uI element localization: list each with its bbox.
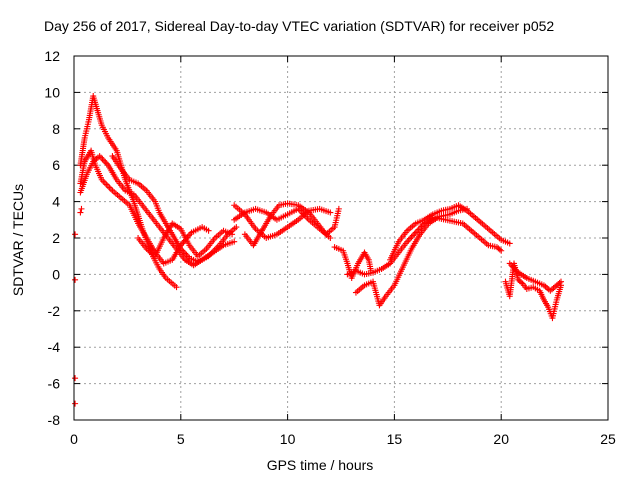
data-point <box>72 276 79 283</box>
data-point <box>231 238 238 245</box>
x-tick-label: 5 <box>177 431 185 447</box>
data-point <box>98 154 105 161</box>
grid-lines <box>74 56 608 420</box>
plot-frame <box>73 55 609 421</box>
data-point <box>72 400 79 407</box>
series-track-l <box>387 202 513 263</box>
data-point <box>77 209 84 216</box>
data-point <box>408 234 415 241</box>
x-tick-label: 20 <box>493 431 509 447</box>
data-point <box>182 250 189 257</box>
x-tick-label: 25 <box>600 431 616 447</box>
x-axis-label: GPS time / hours <box>266 457 374 473</box>
series-track-j <box>344 205 471 278</box>
data-point <box>335 205 342 212</box>
data-point <box>407 235 414 242</box>
x-tick-label: 15 <box>387 431 403 447</box>
axis-ticks: 0 5 10 15 20 25 -8 -6 -4 -2 0 2 4 6 8 10 12 <box>44 48 616 447</box>
y-tick-label: -6 <box>48 376 61 392</box>
data-point <box>327 209 334 216</box>
series-track-n <box>506 260 565 294</box>
data-point <box>498 247 505 254</box>
y-tick-label: 10 <box>44 84 60 100</box>
data-point <box>518 279 525 286</box>
data-point <box>558 278 565 285</box>
data-point <box>415 226 422 233</box>
y-tick-label: -2 <box>48 303 61 319</box>
series-track-b <box>77 147 212 267</box>
data-point <box>233 224 240 231</box>
series-track-m <box>502 260 565 322</box>
y-tick-label: 0 <box>52 266 60 282</box>
data-point <box>417 224 424 231</box>
data-point <box>229 231 236 238</box>
y-tick-label: -4 <box>48 339 61 355</box>
data-point <box>72 375 79 382</box>
data-point <box>556 279 563 286</box>
data-point <box>173 284 180 291</box>
data-point <box>100 157 107 164</box>
series-track-e <box>135 220 236 260</box>
data-point <box>183 251 190 258</box>
series-early-outliers <box>72 205 85 407</box>
data-point <box>78 205 85 212</box>
series-track-k <box>352 214 505 309</box>
y-tick-label: 8 <box>52 121 60 137</box>
data-point <box>72 231 79 238</box>
y-tick-label: 12 <box>44 48 60 64</box>
data-point <box>327 235 334 241</box>
data-point <box>496 246 503 253</box>
y-tick-label: 2 <box>52 230 60 246</box>
x-tick-label: 10 <box>280 431 296 447</box>
y-tick-label: -8 <box>48 412 61 428</box>
data-point <box>205 227 212 234</box>
data-point <box>414 228 421 235</box>
data-point <box>102 159 109 166</box>
chart-title: Day 256 of 2017, Sidereal Day-to-day VTE… <box>44 18 555 34</box>
x-tick-label: 0 <box>70 431 78 447</box>
series-track-i <box>331 244 374 282</box>
y-tick-label: 6 <box>52 157 60 173</box>
y-tick-label: 4 <box>52 194 60 210</box>
series-track-h <box>241 200 342 249</box>
data-points <box>72 93 565 407</box>
data-point <box>506 240 513 247</box>
